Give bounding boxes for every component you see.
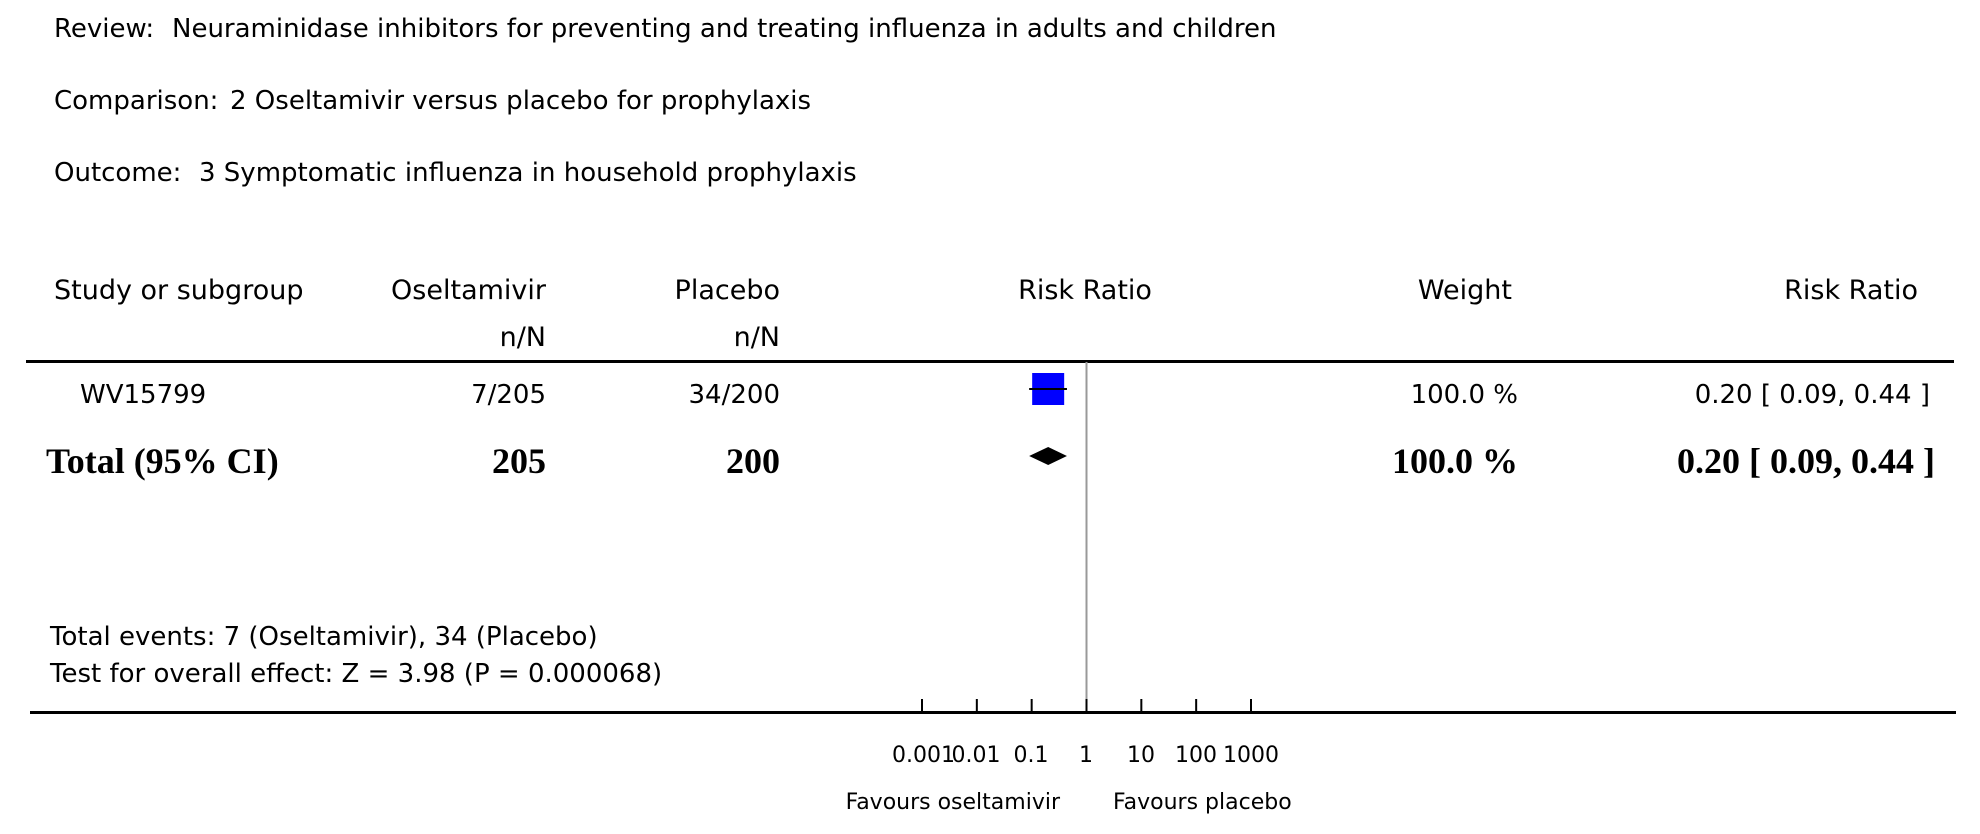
total-control: 200 — [726, 441, 780, 481]
column-header-study: Study or subgroup — [54, 275, 304, 306]
total-treatment: 205 — [492, 441, 546, 481]
comparison-label: Comparison: — [54, 86, 219, 116]
total-diamond — [1029, 447, 1067, 465]
study-ci: 0.20 [ 0.09, 0.44 ] — [1694, 380, 1930, 410]
column-header-treatment: Oseltamivir — [391, 275, 546, 306]
tick-label: 10 — [1127, 743, 1155, 768]
total-label: Total (95% CI) — [46, 441, 279, 481]
column-header-control: Placebo — [674, 275, 780, 306]
favours-right-label: Favours placebo — [1113, 790, 1292, 815]
tick-label: 0.1 — [1013, 743, 1049, 768]
tick-label: 100 — [1175, 743, 1217, 768]
axis-baseline — [30, 711, 1956, 714]
outcome-title: 3 Symptomatic influenza in household pro… — [199, 158, 857, 188]
comparison-title: 2 Oseltamivir versus placebo for prophyl… — [230, 86, 812, 116]
column-header-weight: Weight — [1417, 275, 1512, 306]
column-header-treatment-sub: n/N — [499, 322, 546, 353]
column-header-effect-ci: Risk Ratio — [1784, 275, 1918, 306]
favours-left-label: Favours oseltamivir — [845, 790, 1060, 815]
tick-label: 0.01 — [951, 743, 1001, 768]
review-label: Review: — [54, 14, 155, 44]
column-header-effect: Risk Ratio — [1018, 275, 1152, 306]
tick-label: 1 — [1079, 743, 1093, 768]
total-ci: 0.20 [ 0.09, 0.44 ] — [1677, 441, 1935, 481]
column-header-control-sub: n/N — [733, 322, 780, 353]
header-divider — [26, 360, 1954, 363]
study-weight: 100.0 % — [1410, 380, 1518, 410]
study-name: WV15799 — [80, 380, 207, 410]
total-events: Total events: 7 (Oseltamivir), 34 (Place… — [50, 622, 598, 652]
overall-effect-test: Test for overall effect: Z = 3.98 (P = 0… — [50, 659, 663, 689]
tick-label: 0.001 — [892, 743, 955, 768]
review-title: Neuraminidase inhibitors for preventing … — [172, 14, 1277, 44]
tick-label: 1000 — [1223, 743, 1279, 768]
study-control: 34/200 — [688, 380, 780, 410]
outcome-label: Outcome: — [54, 158, 182, 188]
study-treatment: 7/205 — [471, 380, 546, 410]
total-weight: 100.0 % — [1392, 441, 1518, 481]
